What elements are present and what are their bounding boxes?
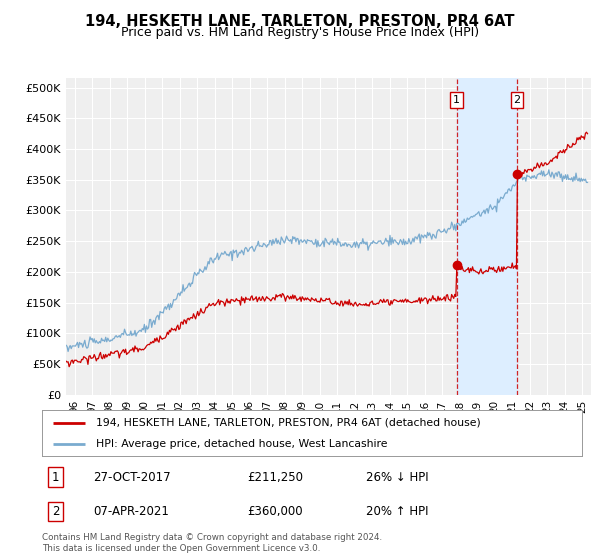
Text: 1: 1 [453,95,460,105]
Text: HPI: Average price, detached house, West Lancashire: HPI: Average price, detached house, West… [96,439,388,449]
Bar [457,78,517,395]
Text: 27-OCT-2017: 27-OCT-2017 [94,471,171,484]
Text: 194, HESKETH LANE, TARLETON, PRESTON, PR4 6AT: 194, HESKETH LANE, TARLETON, PRESTON, PR… [85,14,515,29]
Text: 26% ↓ HPI: 26% ↓ HPI [366,471,428,484]
Text: 07-APR-2021: 07-APR-2021 [94,505,169,518]
Text: 2: 2 [514,95,521,105]
Text: £360,000: £360,000 [247,505,303,518]
Text: 2: 2 [52,505,59,518]
Text: 1: 1 [52,471,59,484]
Text: 194, HESKETH LANE, TARLETON, PRESTON, PR4 6AT (detached house): 194, HESKETH LANE, TARLETON, PRESTON, PR… [96,418,481,428]
Text: Price paid vs. HM Land Registry's House Price Index (HPI): Price paid vs. HM Land Registry's House … [121,26,479,39]
Text: £211,250: £211,250 [247,471,303,484]
Text: Contains HM Land Registry data © Crown copyright and database right 2024.
This d: Contains HM Land Registry data © Crown c… [42,533,382,553]
Text: 20% ↑ HPI: 20% ↑ HPI [366,505,428,518]
